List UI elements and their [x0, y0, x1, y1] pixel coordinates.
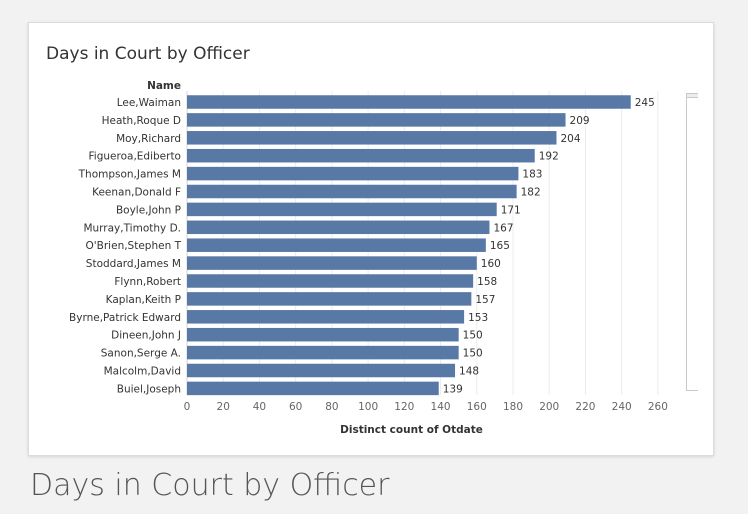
x-tick-label: 140	[431, 401, 451, 413]
category-label: Keenan,Donald F	[92, 187, 181, 199]
bar	[187, 166, 519, 181]
bar	[187, 310, 465, 324]
chart-card: Days in Court by Officer Name Lee,Waiman 2…	[28, 22, 714, 456]
category-label: Byrne,Patrick Edward	[69, 312, 181, 324]
bar	[187, 131, 557, 145]
category-label: Malcolm,David	[104, 366, 181, 378]
vertical-scrollbar[interactable]	[686, 93, 698, 391]
bar	[187, 256, 477, 270]
x-tick-label: 260	[648, 401, 668, 413]
x-tick-label: 160	[467, 401, 487, 413]
data-label: 157	[475, 294, 495, 306]
bar	[187, 363, 456, 378]
data-label: 209	[570, 115, 590, 127]
category-label: Heath,Roque D	[102, 115, 181, 127]
chart-title: Days in Court by Officer	[46, 44, 250, 64]
bar	[187, 274, 474, 288]
scrollbar-thumb[interactable]	[687, 94, 698, 98]
data-label: 171	[501, 204, 521, 216]
bar	[187, 327, 459, 342]
data-label: 150	[463, 330, 483, 342]
category-label: Figueroa,Ediberto	[89, 151, 181, 163]
data-label: 165	[490, 240, 510, 252]
category-label: Thompson,James M	[78, 169, 181, 181]
bar	[187, 220, 490, 235]
x-tick-label: 20	[217, 401, 230, 413]
bar	[187, 148, 535, 163]
x-tick-label: 120	[394, 401, 414, 413]
bar	[187, 95, 631, 109]
data-label: 183	[522, 169, 542, 181]
data-label: 204	[560, 133, 580, 145]
category-label: Dineen,John J	[111, 330, 181, 342]
category-label: Murray,Timothy D.	[83, 222, 181, 234]
x-tick-label: 40	[253, 401, 266, 413]
bar	[187, 345, 459, 360]
category-label: Kaplan,Keith P	[106, 294, 181, 306]
bar	[187, 238, 486, 252]
category-label: Flynn,Robert	[114, 276, 181, 288]
bar	[187, 184, 517, 199]
row-header: Name	[147, 80, 181, 92]
category-label: O'Brien,Stephen T	[86, 240, 182, 252]
data-label: 245	[635, 97, 655, 109]
category-label: Boyle,John P	[116, 204, 181, 216]
bar-chart: Name Lee,Waiman 245 Heath,Roque D 209 Moy,Ric…	[69, 80, 668, 436]
bar	[187, 202, 497, 217]
x-tick-label: 240	[612, 401, 632, 413]
x-tick-label: 100	[358, 401, 378, 413]
category-label: Sanon,Serge A.	[101, 348, 181, 360]
data-label: 148	[459, 366, 479, 378]
x-tick-label: 200	[539, 401, 559, 413]
category-label: Buiel,Joseph	[117, 383, 181, 395]
data-label: 153	[468, 312, 488, 324]
x-tick-label: 180	[503, 401, 523, 413]
page-caption: Days in Court by Officer	[30, 468, 390, 503]
data-label: 150	[463, 348, 483, 360]
bar	[187, 113, 566, 127]
x-axis-title: Distinct count of Otdate	[340, 424, 483, 436]
data-label: 192	[539, 151, 559, 163]
data-label: 167	[493, 222, 513, 234]
x-tick-label: 80	[325, 401, 338, 413]
data-label: 160	[481, 258, 501, 270]
x-tick-label: 220	[575, 401, 595, 413]
data-label: 182	[521, 187, 541, 199]
category-label: Moy,Richard	[116, 133, 181, 145]
category-label: Stoddard,James M	[86, 258, 181, 270]
data-label: 158	[477, 276, 497, 288]
category-label: Lee,Waiman	[117, 97, 181, 109]
x-tick-label: 60	[289, 401, 302, 413]
bar	[187, 381, 439, 396]
x-tick-label: 0	[184, 401, 191, 413]
bar	[187, 292, 472, 306]
data-label: 139	[443, 383, 463, 395]
